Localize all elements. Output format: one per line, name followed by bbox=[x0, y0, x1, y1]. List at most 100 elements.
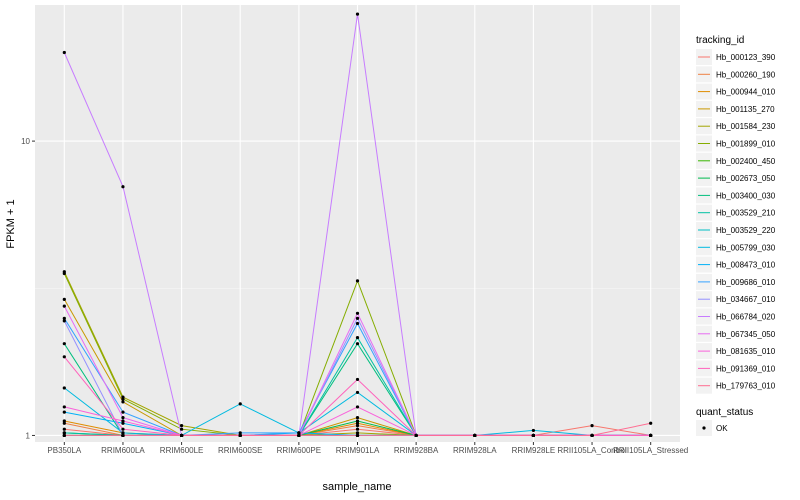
legend2-title: quant_status bbox=[696, 407, 753, 418]
data-point bbox=[62, 431, 66, 435]
data-point bbox=[355, 419, 360, 423]
legend-label: Hb_179763_010 bbox=[716, 382, 776, 391]
data-point bbox=[62, 355, 66, 359]
legend-label: Hb_066784_020 bbox=[716, 313, 776, 322]
data-point bbox=[179, 424, 184, 428]
legend-label: Hb_008473_010 bbox=[716, 261, 776, 270]
data-point bbox=[531, 433, 536, 438]
data-point bbox=[179, 433, 184, 438]
data-point bbox=[355, 342, 360, 346]
legend-label: Hb_000260_190 bbox=[716, 70, 776, 79]
data-point bbox=[414, 433, 418, 438]
data-point bbox=[121, 397, 125, 401]
data-point bbox=[121, 427, 125, 431]
data-point bbox=[590, 424, 594, 428]
data-point bbox=[297, 433, 301, 438]
legend-label: Hb_001584_230 bbox=[716, 122, 776, 131]
data-point bbox=[62, 304, 66, 308]
data-point bbox=[62, 405, 66, 409]
data-point bbox=[355, 421, 360, 425]
legend-label: Hb_091369_010 bbox=[716, 364, 776, 373]
data-point bbox=[531, 428, 536, 433]
x-tick-label: RRIM928BA bbox=[394, 446, 439, 455]
data-point bbox=[62, 433, 66, 438]
data-point bbox=[355, 377, 360, 382]
data-point bbox=[121, 421, 125, 425]
legend-label: Hb_081635_010 bbox=[716, 347, 776, 356]
data-point bbox=[355, 405, 360, 409]
data-point bbox=[62, 427, 66, 431]
legend-label: Hb_005799_030 bbox=[716, 243, 776, 252]
data-point bbox=[62, 271, 66, 276]
data-point bbox=[179, 427, 184, 431]
data-point bbox=[62, 410, 66, 414]
series-points bbox=[62, 12, 653, 438]
data-point bbox=[297, 431, 301, 435]
legend-label: Hb_003529_220 bbox=[716, 226, 776, 235]
legend-label: Hb_001899_010 bbox=[716, 140, 776, 149]
data-point bbox=[649, 421, 653, 425]
data-point bbox=[62, 421, 66, 425]
data-point bbox=[62, 50, 66, 55]
data-point bbox=[590, 433, 594, 438]
data-point bbox=[473, 433, 477, 438]
x-tick-label: RRIM928LE bbox=[512, 446, 556, 455]
legend-label: Hb_034667_010 bbox=[716, 295, 776, 304]
y-axis: 1 10 bbox=[21, 137, 35, 440]
x-tick-label: RRIM928LA bbox=[453, 446, 497, 455]
legend-label: Hb_009686_010 bbox=[716, 278, 776, 287]
x-tick-label: RRII105LA_Stressed bbox=[613, 446, 688, 455]
data-point bbox=[121, 185, 125, 189]
legend2-key-point bbox=[702, 426, 706, 430]
y-tick-label: 10 bbox=[21, 137, 30, 146]
data-point bbox=[121, 419, 125, 423]
data-point bbox=[649, 433, 653, 438]
data-point bbox=[62, 419, 66, 423]
data-point bbox=[355, 390, 360, 395]
data-point bbox=[355, 335, 360, 340]
data-point bbox=[62, 319, 66, 323]
x-tick-label: PB350LA bbox=[47, 446, 81, 455]
data-point bbox=[62, 316, 66, 320]
data-point bbox=[355, 415, 360, 420]
data-point bbox=[355, 427, 360, 431]
data-point bbox=[238, 431, 242, 435]
legend-label: Hb_000123_390 bbox=[716, 53, 776, 62]
data-point bbox=[355, 316, 360, 320]
data-point bbox=[121, 431, 125, 435]
x-axis-title: sample_name bbox=[322, 481, 391, 493]
legend2-label: OK bbox=[716, 424, 728, 433]
legend-label: Hb_003529_210 bbox=[716, 209, 776, 218]
data-point bbox=[355, 321, 360, 326]
y-tick-label: 1 bbox=[26, 431, 31, 440]
data-point bbox=[355, 433, 360, 438]
data-point bbox=[62, 342, 66, 346]
legend-tracking-id: tracking_id Hb_000123_390 Hb_000260_190 Hb… bbox=[696, 35, 776, 394]
data-point bbox=[121, 433, 125, 438]
x-axis: PB350LA RRIM600LA RRIM600LE RRIM600SE RRIM60… bbox=[47, 442, 688, 455]
data-point bbox=[355, 279, 360, 283]
data-point bbox=[121, 400, 125, 404]
data-point bbox=[121, 410, 125, 414]
data-point bbox=[355, 12, 360, 16]
y-axis-title: FPKM + 1 bbox=[5, 199, 17, 248]
data-point bbox=[62, 386, 66, 390]
data-point bbox=[62, 297, 66, 301]
data-point bbox=[355, 431, 360, 435]
data-point bbox=[355, 424, 360, 428]
legend-label: Hb_003400_030 bbox=[716, 191, 776, 200]
legend-label: Hb_002673_050 bbox=[716, 174, 776, 183]
x-tick-label: RRIM901LA bbox=[336, 446, 380, 455]
legend-title: tracking_id bbox=[696, 35, 744, 46]
data-point bbox=[355, 311, 360, 315]
legend-label: Hb_000944_010 bbox=[716, 88, 776, 97]
legend-label: Hb_067345_050 bbox=[716, 330, 776, 339]
data-point bbox=[238, 433, 242, 438]
legend-label: Hb_002400_450 bbox=[716, 157, 776, 166]
x-tick-label: RRIM600PE bbox=[277, 446, 321, 455]
x-tick-label: RRIM600LA bbox=[101, 446, 145, 455]
x-tick-label: RRIM600SE bbox=[218, 446, 262, 455]
data-point bbox=[121, 415, 125, 420]
x-tick-label: RRIM600LE bbox=[160, 446, 204, 455]
